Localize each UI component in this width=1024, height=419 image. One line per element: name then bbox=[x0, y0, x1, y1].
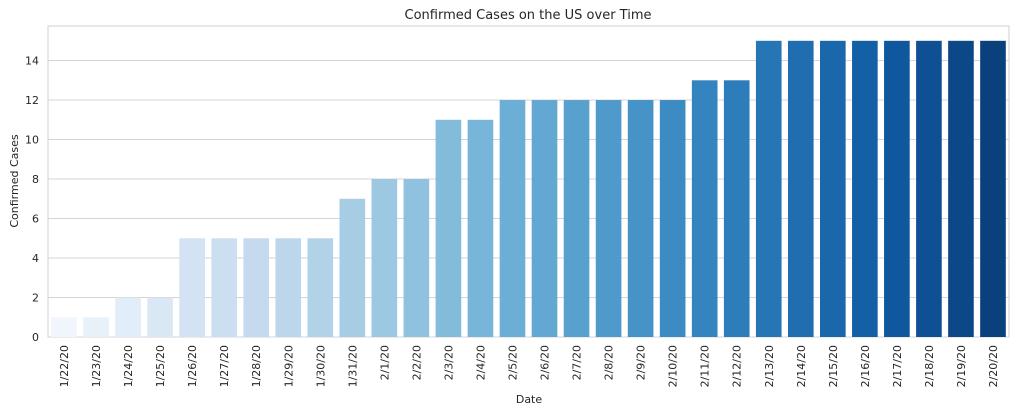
y-tick-label: 0 bbox=[32, 331, 39, 344]
y-tick-label: 4 bbox=[32, 252, 39, 265]
x-tick-label: 2/13/20 bbox=[763, 345, 776, 387]
x-tick-label: 2/10/20 bbox=[667, 345, 680, 387]
plot-area bbox=[47, 25, 1010, 338]
bar-1/27/20 bbox=[211, 238, 237, 337]
y-tick-label: 14 bbox=[25, 55, 39, 68]
bar-1/22/20 bbox=[51, 317, 77, 337]
x-axis-label: Date bbox=[516, 393, 543, 406]
bar-2/13/20 bbox=[755, 40, 782, 338]
bar-2/19/20 bbox=[948, 40, 974, 338]
bar-2/3/20 bbox=[435, 119, 462, 338]
x-tick-label: 2/12/20 bbox=[731, 345, 744, 387]
y-tick-label: 8 bbox=[32, 173, 39, 186]
bar-2/8/20 bbox=[595, 100, 622, 337]
bar-2/11/20 bbox=[691, 80, 718, 338]
bar-1/26/20 bbox=[179, 238, 205, 337]
bar-1/30/20 bbox=[307, 238, 334, 337]
y-tick-label: 10 bbox=[25, 134, 39, 147]
x-tick-label: 1/26/20 bbox=[186, 345, 199, 387]
bar-1/28/20 bbox=[243, 238, 270, 337]
x-tick-label: 2/8/20 bbox=[603, 345, 616, 380]
bar-2/4/20 bbox=[467, 119, 494, 338]
y-tick-labels: 0 2 4 6 8 10 12 14 bbox=[25, 55, 39, 344]
bar-2/17/20 bbox=[884, 40, 910, 338]
bar-1/25/20 bbox=[147, 297, 173, 337]
y-tick-label: 2 bbox=[32, 292, 39, 305]
x-tick-label: 2/2/20 bbox=[410, 345, 423, 380]
x-tick-label: 2/14/20 bbox=[795, 345, 808, 387]
bar-2/7/20 bbox=[563, 100, 590, 337]
bar-2/16/20 bbox=[852, 40, 878, 338]
y-axis-label: Confirmed Cases bbox=[8, 134, 21, 228]
x-tick-label: 2/16/20 bbox=[859, 345, 872, 387]
x-tick-label: 2/4/20 bbox=[474, 345, 487, 380]
bar-2/6/20 bbox=[531, 100, 558, 337]
x-tick-label: 1/25/20 bbox=[154, 345, 167, 387]
x-tick-label: 2/20/20 bbox=[987, 345, 1000, 387]
bar-2/12/20 bbox=[723, 80, 750, 338]
bar-1/23/20 bbox=[83, 317, 109, 337]
bar-2/14/20 bbox=[787, 40, 814, 338]
bar-2/1/20 bbox=[371, 179, 398, 337]
x-tick-label: 2/19/20 bbox=[955, 345, 968, 387]
x-tick-labels: 1/22/20 1/23/20 1/24/20 1/25/20 1/26/20 1/27/… bbox=[58, 345, 1000, 387]
bars bbox=[51, 40, 1006, 338]
bar-1/31/20 bbox=[339, 198, 366, 337]
bar-1/24/20 bbox=[115, 297, 141, 337]
bar-2/15/20 bbox=[820, 40, 846, 338]
x-tick-label: 1/29/20 bbox=[282, 345, 295, 387]
x-tick-label: 2/15/20 bbox=[827, 345, 840, 387]
x-tick-label: 2/6/20 bbox=[539, 345, 552, 380]
bar-2/9/20 bbox=[627, 100, 654, 337]
x-tick-label: 2/5/20 bbox=[506, 345, 519, 380]
y-tick-label: 12 bbox=[25, 94, 39, 107]
y-tick-label: 6 bbox=[32, 213, 39, 226]
x-tick-label: 2/11/20 bbox=[699, 345, 712, 387]
x-tick-label: 2/17/20 bbox=[891, 345, 904, 387]
x-tick-label: 1/28/20 bbox=[250, 345, 263, 387]
gridlines bbox=[48, 60, 1009, 338]
bar-2/2/20 bbox=[403, 179, 430, 337]
bar-2/18/20 bbox=[916, 40, 942, 338]
x-tick-label: 1/24/20 bbox=[122, 345, 135, 387]
x-tick-label: 2/18/20 bbox=[923, 345, 936, 387]
bar-2/5/20 bbox=[499, 100, 526, 337]
x-tick-label: 2/3/20 bbox=[442, 345, 455, 380]
bar-2/20/20 bbox=[980, 40, 1006, 338]
x-tick-label: 2/7/20 bbox=[571, 345, 584, 380]
x-tick-label: 1/27/20 bbox=[218, 345, 231, 387]
x-tick-label: 1/22/20 bbox=[58, 345, 71, 387]
chart-title: Confirmed Cases on the US over Time bbox=[405, 8, 652, 23]
x-tick-label: 1/23/20 bbox=[90, 345, 103, 387]
bar-2/10/20 bbox=[659, 100, 686, 337]
bar-1/29/20 bbox=[275, 238, 302, 337]
x-tick-label: 1/31/20 bbox=[346, 345, 359, 387]
x-tick-label: 2/1/20 bbox=[378, 345, 391, 380]
x-tick-label: 2/9/20 bbox=[635, 345, 648, 380]
x-tick-label: 1/30/20 bbox=[314, 345, 327, 387]
